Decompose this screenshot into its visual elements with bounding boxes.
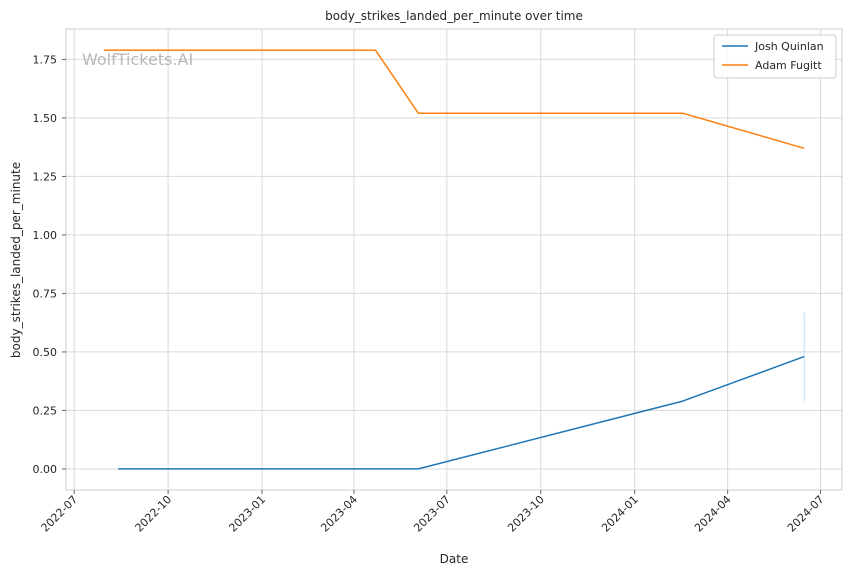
y-tick-label: 1.25 — [33, 170, 58, 183]
y-tick-label: 1.00 — [33, 229, 58, 242]
legend-label-series-1: Josh Quinlan — [754, 40, 824, 53]
watermark: WolfTickets.AI — [82, 50, 193, 69]
y-tick-label: 0.75 — [33, 287, 58, 300]
chart-title: body_strikes_landed_per_minute over time — [325, 9, 583, 23]
y-tick-label: 0.50 — [33, 346, 58, 359]
series-layer — [103, 49, 805, 470]
y-axis-label: body_strikes_landed_per_minute — [9, 162, 23, 358]
plot-frame — [65, 28, 843, 491]
y-tick-label: 1.50 — [33, 112, 58, 125]
series-line-2 — [103, 49, 805, 150]
legend-label-series-2: Adam Fugitt — [755, 59, 822, 72]
y-tick-label: 1.75 — [33, 53, 58, 66]
y-tick-label: 0.25 — [33, 404, 58, 417]
grid — [66, 29, 842, 490]
series-line-1 — [118, 355, 805, 470]
x-axis-label: Date — [440, 552, 469, 566]
y-tick-labels: 0.00 0.25 0.50 0.75 1.00 1.25 1.50 1.75 — [33, 53, 66, 476]
legend: Josh Quinlan Adam Fugitt — [713, 34, 837, 79]
plot-area — [66, 29, 842, 490]
y-tick-label: 0.00 — [33, 463, 58, 476]
